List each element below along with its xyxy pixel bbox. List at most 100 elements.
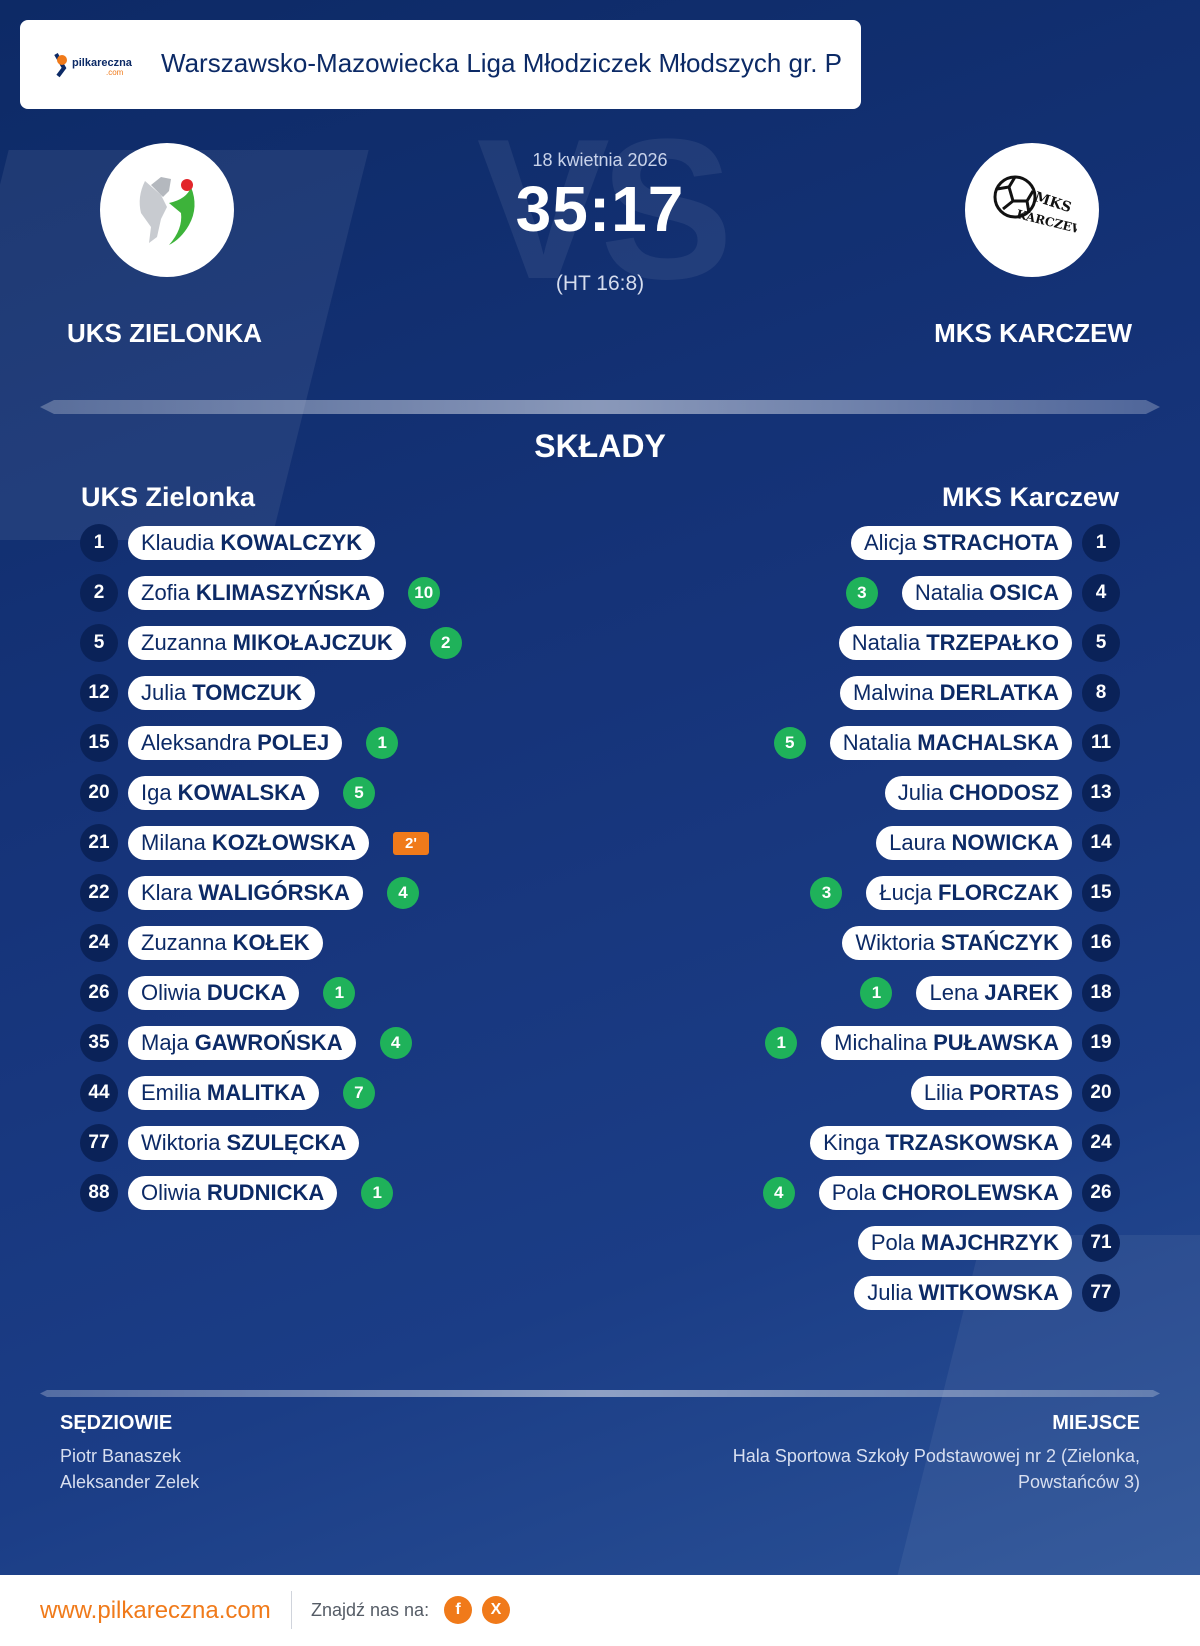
player-last-name: SZULĘCKA [226, 1130, 347, 1155]
player-last-name: KOWALCZYK [220, 530, 363, 555]
player-number: 11 [1082, 724, 1120, 762]
player-row: Lilia PORTAS 20 [763, 1068, 1120, 1118]
player-number: 8 [1082, 674, 1120, 712]
player-number: 12 [80, 674, 118, 712]
player-number: 26 [80, 974, 118, 1012]
player-number: 20 [80, 774, 118, 812]
goals-badge: 2 [429, 627, 462, 659]
goals-badge: 3 [810, 877, 843, 909]
player-name: Oliwia DUCKA [128, 976, 300, 1010]
player-name: Malwina DERLATKA [839, 676, 1072, 710]
player-first-name: Natalia [851, 630, 921, 655]
player-first-name: Aleksandra [141, 730, 252, 755]
away-lineup-heading: MKS Karczew [941, 482, 1119, 512]
player-number: 2 [80, 574, 118, 612]
player-last-name: WALIGÓRSKA [198, 880, 350, 905]
player-row: Laura NOWICKA 14 [763, 818, 1120, 868]
site-link[interactable]: www.pilkareczna.com [40, 1597, 271, 1624]
player-last-name: KOŁEK [232, 930, 310, 955]
player-last-name: STAŃCZYK [940, 930, 1059, 955]
player-last-name: POLEJ [257, 730, 330, 755]
player-row: 4 Pola CHOROLEWSKA 26 [762, 1168, 1120, 1218]
player-number: 24 [80, 924, 118, 962]
player-number: 1 [80, 524, 118, 562]
player-row: 1 Klaudia KOWALCZYK [80, 518, 462, 568]
player-first-name: Julia [897, 780, 943, 805]
player-row: Julia WITKOWSKA 77 [763, 1268, 1120, 1318]
player-last-name: JAREK [984, 980, 1059, 1005]
player-row: 5 Zuzanna MIKOŁAJCZUK 2 [80, 618, 462, 668]
player-name: Wiktoria STAŃCZYK [842, 926, 1072, 960]
player-row: 22 Klara WALIGÓRSKA 4 [80, 868, 462, 918]
player-row: 2 Zofia KLIMASZYŃSKA 10 [80, 568, 462, 618]
player-last-name: DERLATKA [939, 680, 1059, 705]
player-number: 18 [1082, 974, 1120, 1012]
player-row: 3 Natalia OSICA 4 [763, 568, 1120, 618]
player-first-name: Oliwia [141, 1180, 201, 1205]
player-row: 12 Julia TOMCZUK [80, 668, 462, 718]
footer-separator [291, 1591, 292, 1629]
player-name: Oliwia RUDNICKA [128, 1176, 338, 1210]
player-number: 35 [80, 1024, 118, 1062]
away-team-name: MKS KARCZEW [934, 318, 1132, 348]
player-last-name: GAWROŃSKA [194, 1030, 343, 1055]
player-first-name: Lilia [923, 1080, 963, 1105]
player-name: Lilia PORTAS [910, 1076, 1072, 1110]
player-first-name: Pola [870, 1230, 915, 1255]
player-last-name: DUCKA [206, 980, 287, 1005]
player-row: 1 Lena JAREK 18 [763, 968, 1120, 1018]
player-name: Julia WITKOWSKA [854, 1276, 1072, 1310]
lineups-title: SKŁADY [534, 428, 666, 464]
halftime-score: (HT 16:8) [555, 272, 645, 295]
league-header: pilkareczna .com Warszawsko-Mazowiecka L… [20, 20, 861, 109]
player-row: Kinga TRZASKOWSKA 24 [763, 1118, 1120, 1168]
player-name: Julia CHODOSZ [884, 776, 1072, 810]
referee-name: Piotr Banaszek [60, 1446, 182, 1466]
player-last-name: TRZASKOWSKA [885, 1130, 1059, 1155]
final-score: 35:17 [515, 173, 685, 245]
player-row: 20 Iga KOWALSKA 5 [80, 768, 462, 818]
player-number: 71 [1082, 1224, 1120, 1262]
referees-title: SĘDZIOWIE [60, 1412, 173, 1434]
player-name: Klara WALIGÓRSKA [128, 876, 363, 910]
player-number: 15 [1082, 874, 1120, 912]
player-row: 35 Maja GAWROŃSKA 4 [80, 1018, 462, 1068]
player-first-name: Michalina [834, 1030, 928, 1055]
player-first-name: Łucja [879, 880, 933, 905]
player-first-name: Emilia [141, 1080, 201, 1105]
player-last-name: TOMCZUK [192, 680, 302, 705]
player-name: Łucja FLORCZAK [866, 876, 1072, 910]
player-first-name: Natalia [914, 580, 984, 605]
player-first-name: Laura [889, 830, 946, 855]
player-row: Natalia TRZEPAŁKO 5 [763, 618, 1120, 668]
facebook-icon[interactable]: f [444, 1596, 472, 1624]
player-last-name: RUDNICKA [206, 1180, 325, 1205]
player-last-name: MALITKA [206, 1080, 306, 1105]
player-first-name: Alicja [863, 530, 917, 555]
player-row: Wiktoria STAŃCZYK 16 [763, 918, 1120, 968]
goals-badge: 4 [379, 1027, 412, 1059]
away-roster: Alicja STRACHOTA 1 3 Natalia OSICA 4 Natalia TRZ… [762, 518, 1120, 1318]
referee-name: Aleksander Zelek [60, 1472, 200, 1492]
home-team-crest [100, 143, 234, 277]
player-first-name: Iga [141, 780, 172, 805]
player-last-name: CHOROLEWSKA [881, 1180, 1059, 1205]
goals-badge: 1 [860, 977, 893, 1009]
player-last-name: KOZŁOWSKA [211, 830, 357, 855]
goals-badge: 7 [342, 1077, 375, 1109]
x-icon[interactable]: X [482, 1596, 510, 1624]
venue-title: MIEJSCE [1052, 1412, 1140, 1434]
eagle-icon [139, 177, 195, 245]
player-number: 20 [1082, 1074, 1120, 1112]
footer-bar: www.pilkareczna.com Znajdź nas na: f X [0, 1575, 1200, 1646]
player-number: 19 [1082, 1024, 1120, 1062]
player-last-name: MAJCHRZYK [920, 1230, 1059, 1255]
player-name: Wiktoria SZULĘCKA [128, 1126, 360, 1160]
player-first-name: Milana [141, 830, 206, 855]
player-name: Zuzanna MIKOŁAJCZUK [128, 626, 406, 660]
player-first-name: Zofia [141, 580, 190, 605]
player-number: 77 [80, 1124, 118, 1162]
player-row: 21 Milana KOZŁOWSKA 2' [80, 818, 462, 868]
svg-text:.com: .com [106, 68, 124, 77]
player-number: 44 [80, 1074, 118, 1112]
